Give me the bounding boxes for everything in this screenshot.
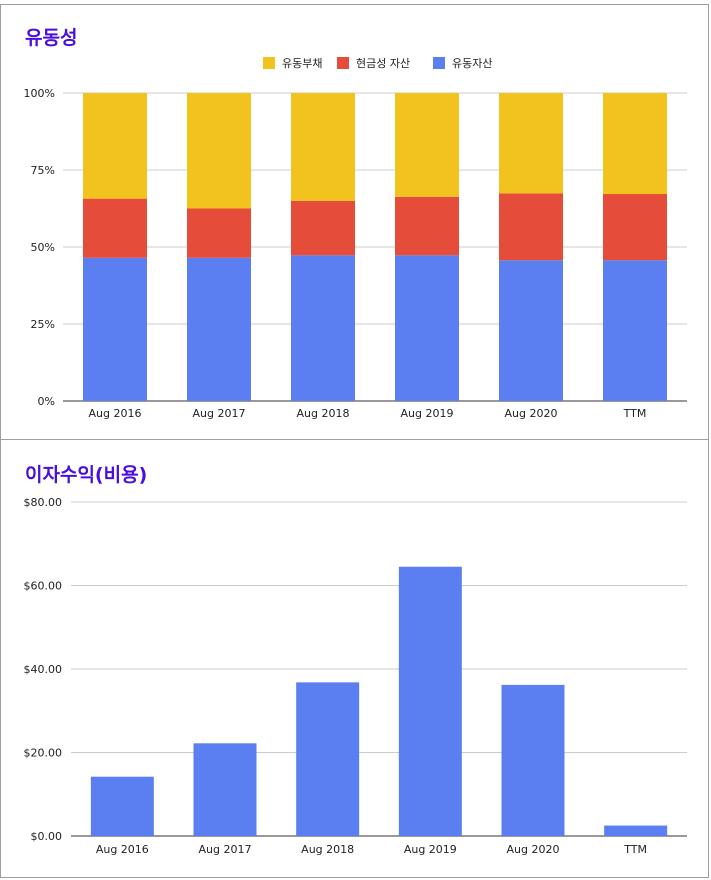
bar-segment bbox=[291, 255, 355, 401]
bar bbox=[398, 566, 462, 836]
x-tick-label: Aug 2016 bbox=[89, 407, 142, 420]
x-tick-label: Aug 2018 bbox=[297, 407, 350, 420]
interest-bar-chart: $0.00 $20.00 $40.00 $60.00 $80.00 Aug 2016 Aug… bbox=[24, 496, 687, 856]
legend-label: 현금성 자산 bbox=[356, 57, 410, 70]
bar bbox=[90, 776, 154, 836]
x-tick-label: Aug 2020 bbox=[507, 843, 560, 856]
y-tick-label: 0% bbox=[38, 395, 55, 408]
bar-segment bbox=[395, 255, 459, 401]
legend-label: 유동부채 bbox=[282, 57, 322, 70]
bar-segment bbox=[603, 260, 667, 401]
bar-segment bbox=[83, 198, 147, 258]
y-tick-label: $20.00 bbox=[24, 747, 63, 760]
y-tick-label: 100% bbox=[24, 87, 55, 100]
bar-segment bbox=[499, 193, 563, 261]
y-tick-label: 50% bbox=[31, 241, 55, 254]
y-tick-label: 25% bbox=[31, 318, 55, 331]
legend-label: 유동자산 bbox=[452, 57, 492, 70]
legend-swatch bbox=[433, 57, 445, 69]
bar bbox=[193, 743, 257, 836]
y-tick-label: 75% bbox=[31, 164, 55, 177]
x-tick-label: Aug 2019 bbox=[401, 407, 454, 420]
y-tick-label: $80.00 bbox=[24, 496, 63, 509]
x-tick-label: TTM bbox=[623, 843, 647, 856]
bar-segment bbox=[603, 93, 667, 195]
bar-segment bbox=[83, 257, 147, 401]
x-tick-label: Aug 2017 bbox=[193, 407, 246, 420]
x-tick-label: Aug 2019 bbox=[404, 843, 457, 856]
interest-chart-panel: 이자수익(비용) $0.00 $20.00 $40.00 $60.00 $80.00 Au… bbox=[0, 439, 709, 878]
x-tick-label: Aug 2016 bbox=[96, 843, 149, 856]
bar-segment bbox=[291, 200, 355, 256]
bar bbox=[296, 682, 360, 836]
bar-segment bbox=[187, 208, 251, 258]
x-tick-label: Aug 2018 bbox=[301, 843, 354, 856]
y-tick-label: $60.00 bbox=[24, 580, 63, 593]
bar-segment bbox=[499, 260, 563, 401]
x-tick-label: Aug 2020 bbox=[505, 407, 558, 420]
x-tick-label: TTM bbox=[623, 407, 647, 420]
y-tick-label: $40.00 bbox=[24, 663, 63, 676]
bar-segment bbox=[187, 93, 251, 209]
bar-segment bbox=[395, 196, 459, 256]
legend-swatch bbox=[263, 57, 275, 69]
liquidity-stacked-bar-chart: 0% 25% 50% 75% 100% Aug 2016 Aug 2017 Aug 2018 A… bbox=[24, 57, 687, 420]
bar-segment bbox=[603, 194, 667, 261]
legend-swatch bbox=[337, 57, 349, 69]
x-tick-label: Aug 2017 bbox=[199, 843, 252, 856]
liquidity-chart-panel: 유동성 0% 25% 50% 75% 100% Aug 2016 Aug 2017 Aug 2… bbox=[0, 4, 709, 440]
bar bbox=[604, 825, 668, 836]
bar bbox=[501, 684, 565, 836]
interest-chart-title: 이자수익(비용) bbox=[25, 464, 148, 486]
y-tick-label: $0.00 bbox=[31, 830, 63, 843]
bar-segment bbox=[291, 93, 355, 201]
liquidity-chart-title: 유동성 bbox=[25, 27, 78, 49]
bar-segment bbox=[499, 93, 563, 194]
bar-segment bbox=[83, 93, 147, 199]
bar-segment bbox=[187, 257, 251, 401]
bar-segment bbox=[395, 93, 459, 197]
